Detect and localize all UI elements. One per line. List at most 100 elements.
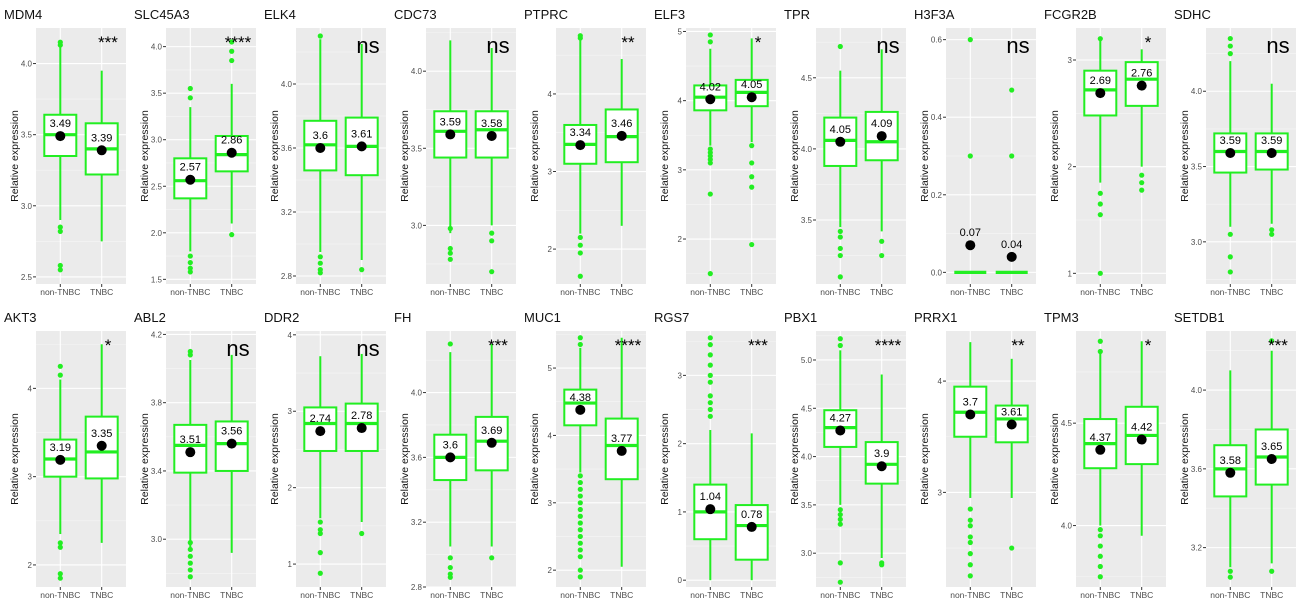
y-axis-label: Relative expression [919,110,931,202]
outlier-point [967,551,973,557]
outlier-point [837,274,843,280]
box-non-tnbc: 4.37 [1083,338,1118,580]
outlier-point [489,269,495,275]
outlier-point [707,393,713,399]
mean-label: 2.86 [221,135,242,147]
facet-sdhc: 3.0 3.5 4.0 non-TNBC TNBC SDHC Relative expres… [1170,0,1300,300]
x-tick-label: non-TNBC [40,287,80,297]
box-non-tnbc: 3.51 [173,348,208,580]
facet-svg: 3.5 4.0 4.5 non-TNBC TNBC TPR Relative express… [784,7,906,297]
outlier-point [1227,269,1233,275]
y-tick-label: 3.5 [801,216,813,225]
y-tick-label: 2.8 [281,272,293,281]
outlier-point [317,270,323,276]
facet-abl2: 3.0 3.4 3.8 4.2 non-TNBC TNBC ABL2 Relative exp… [130,303,260,603]
outlier-point [447,225,453,232]
mean-point [876,461,887,472]
outlier-point [837,521,843,527]
significance-label: * [105,336,112,355]
outlier-point [837,516,843,522]
box-tnbc: 3.65 [1254,338,1289,574]
y-tick-label: 2.8 [411,583,423,592]
facet-akt3: 2 3 4 non-TNBC TNBC AKT3 Relative expression 3.… [0,303,130,603]
outlier-point [707,352,713,358]
mean-label: 2.69 [1090,75,1111,87]
outlier-point [837,511,843,518]
facet-title: PRRX1 [914,310,957,325]
facet-title: RGS7 [654,310,689,325]
facet-ddr2: 1 2 3 4 non-TNBC TNBC DDR2 Relative expression 2… [260,303,390,603]
outlier-point [1269,338,1275,344]
facet-title: SLC45A3 [134,7,190,22]
outlier-point [1139,180,1145,186]
box-non-tnbc: 1.04 [693,335,728,581]
outlier-point [447,250,453,256]
outlier-point [229,39,235,45]
box-tnbc: 3.69 [474,343,509,561]
facet-svg: 1.5 2.0 2.5 3.0 3.5 4.0 non-TNBC TNBC SLC45A3 Rel… [134,7,256,297]
outlier-point [57,540,63,546]
facet-pbx1: 3.0 3.5 4.0 4.5 5.0 non-TNBC TNBC PBX1 Relative … [780,303,910,603]
y-tick-label: 3 [548,499,553,508]
y-tick-label: 4.0 [411,389,423,398]
x-tick-label: non-TNBC [1210,590,1250,600]
box-non-tnbc: 2.57 [173,85,208,275]
outlier-point [57,224,63,230]
y-tick-label: 3.0 [1191,238,1203,247]
facet-cdc73: 3.0 3.5 4.0 non-TNBC TNBC CDC73 Relative expre… [390,0,520,300]
box-tnbc: 3.35 [84,344,119,543]
facet-title: AKT3 [4,310,37,325]
significance-label: ns [1006,33,1029,58]
mean-point [96,440,107,451]
outlier-point [1097,543,1103,549]
box-tnbc: 0.78 [734,433,769,581]
mean-point [356,423,367,434]
outlier-point [317,550,323,556]
significance-label: ns [356,336,379,361]
mean-label: 3.65 [1261,441,1282,453]
outlier-point [577,533,583,540]
outlier-point [837,342,843,349]
y-tick-label: 1 [288,560,293,569]
facet-svg: 3.0 3.5 4.0 non-TNBC TNBC SDHC Relative expres… [1174,7,1296,297]
y-tick-label: 4.0 [151,43,163,52]
outlier-point [1097,212,1103,218]
mean-label: 3.7 [963,396,978,408]
mean-label: 3.6 [443,439,458,451]
y-tick-label: 3.2 [411,518,423,527]
facet-title: ELK4 [264,7,296,22]
y-tick-label: 0 [678,576,683,585]
box-non-tnbc: 3.6 [303,33,338,276]
y-tick-label: 1 [678,508,683,517]
x-tick-label: TNBC [740,590,763,600]
facet-title: SDHC [1174,7,1211,22]
outlier-point [967,506,973,512]
box-tnbc: 2.76 [1124,49,1159,193]
mean-point [575,404,586,415]
mean-point [55,131,66,142]
outlier-point [577,567,583,573]
outlier-point [837,507,843,513]
box-tnbc: 2.86 [214,39,249,238]
outlier-point [749,174,755,180]
facet-svg: 3 4 non-TNBC TNBC PRRX1 Relative expression 3.… [914,310,1036,600]
box-non-tnbc: 2.69 [1083,36,1118,276]
mean-label: 3.61 [1001,406,1022,418]
outlier-point [707,379,713,385]
mean-label: 4.37 [1090,432,1111,444]
outlier-point [967,534,973,540]
y-tick-label: 2 [678,235,683,244]
significance-label: ** [1011,336,1025,355]
outlier-point [577,540,583,546]
box-non-tnbc: 3.59 [433,40,468,262]
y-tick-label: 4.5 [801,74,813,83]
mean-label: 3.59 [440,116,461,128]
y-axis-label: Relative expression [1049,413,1061,505]
y-tick-label: 3.8 [151,399,163,408]
facet-title: TPM3 [1044,310,1079,325]
box-non-tnbc: 4.02 [693,32,728,277]
mean-point [1095,88,1106,99]
mean-label: 3.35 [91,428,112,440]
facet-title: H3F3A [914,7,955,22]
outlier-point [577,554,583,560]
